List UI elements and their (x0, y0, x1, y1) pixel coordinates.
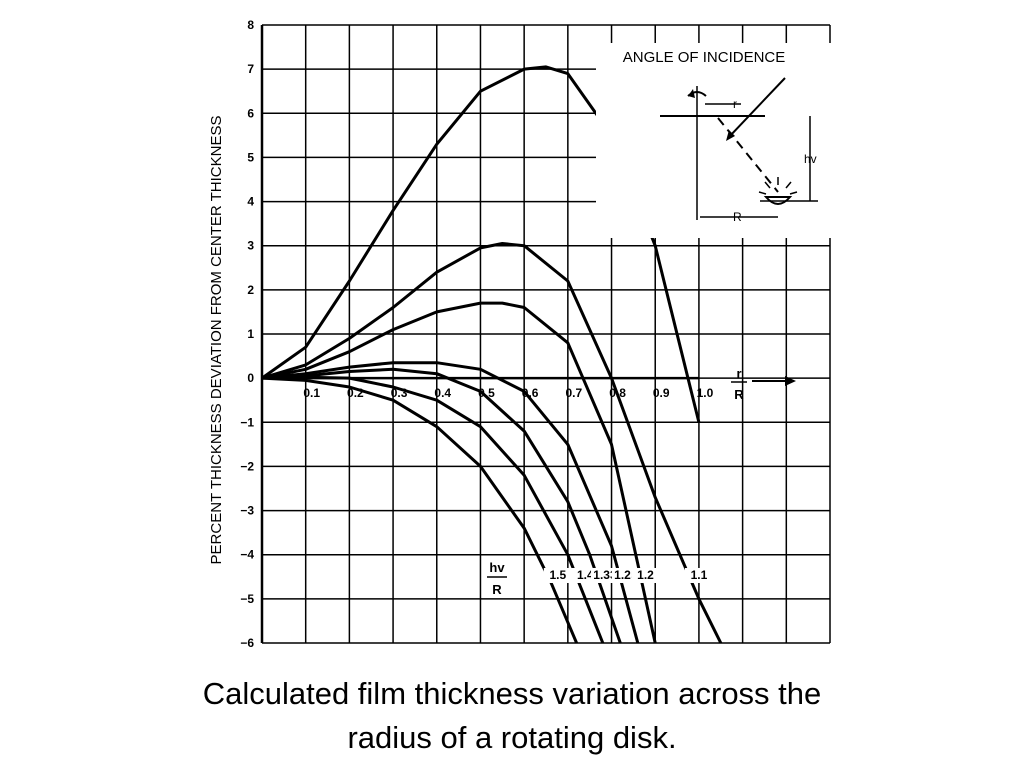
curve-series-6 (261, 242, 723, 644)
curve-label-bg (631, 567, 660, 583)
chart-figure: 8 7 6 5 4 3 2 1 0 −1 −2 −3 −4 −5 −6 0.1 0.2 0.3 0.4 0.5 0.6 0… (208, 18, 832, 650)
y-tick-label: 4 (247, 195, 254, 209)
x-tick-label: 0.2 (347, 386, 364, 400)
x-tick-label: 0.1 (303, 386, 320, 400)
caption-line-1: Calculated film thickness variation acro… (202, 676, 822, 711)
y-tick-label: −1 (240, 415, 254, 429)
x-axis-arrow-head (785, 376, 796, 386)
curve-series-3 (261, 367, 622, 644)
curve-series-5 (261, 301, 657, 644)
curve-key-label: hv R (487, 560, 507, 597)
x-tick-label: 0.4 (434, 386, 451, 400)
x-tick-label: 0.6 (522, 386, 539, 400)
inset-R-label: R (733, 210, 742, 224)
curve-label-bg (543, 567, 572, 583)
y-tick-label: 6 (247, 106, 254, 120)
figure-caption: Calculated film thickness variation acro… (112, 672, 912, 760)
y-tick-label: 7 (247, 62, 254, 76)
y-tick-label: −3 (240, 504, 254, 518)
curve-label: 1.1 (691, 568, 708, 582)
curve-series-4 (261, 361, 640, 644)
curve-key-denominator: R (492, 582, 502, 597)
y-tick-label: −6 (240, 636, 254, 650)
inset-hv-label: hv (804, 152, 817, 166)
curve-label: 1.5 (550, 568, 567, 582)
x-tick-label: 0.5 (478, 386, 495, 400)
inset-background (596, 43, 832, 238)
x-tick-label: 0.8 (609, 386, 626, 400)
x-axis-label-numerator: r (736, 366, 741, 381)
vapor-lines (758, 177, 798, 195)
y-tick-label: −4 (240, 548, 254, 562)
inset-r-label: r (733, 97, 737, 111)
y-tick-label: 2 (247, 283, 254, 297)
incidence-arrow-line (728, 77, 786, 138)
incidence-arrow-head (726, 130, 735, 141)
y-axis-label: PERCENT THICKNESS DEVIATION FROM CENTER … (208, 116, 225, 565)
curve-key-numerator: hv (489, 560, 505, 575)
inset-title: ANGLE OF INCIDENCE (623, 49, 786, 66)
x-tick-label: 0.7 (566, 386, 583, 400)
curve-label: 1.4 (577, 568, 594, 582)
y-tick-label: 0 (247, 371, 254, 385)
curve-series-2 (261, 375, 605, 644)
curve-label: 1.33 (593, 568, 617, 582)
rotation-arrow-head (688, 89, 695, 98)
x-tick-label: 0.3 (391, 386, 408, 400)
evaporation-source-icon (763, 196, 793, 205)
curve-label: 1.2 (637, 568, 654, 582)
curve-label-bg (684, 567, 713, 583)
angle-of-incidence-inset: ANGLE OF INCIDENCE r hv R (596, 43, 832, 238)
curve-series-1 (261, 376, 578, 644)
y-tick-label: 1 (247, 327, 254, 341)
x-tick-label: 0.9 (653, 386, 670, 400)
y-tick-label: 5 (247, 150, 254, 164)
x-tick-label: 1.0 (697, 386, 714, 400)
x-axis-ratio-label: r R (731, 366, 747, 402)
y-tick-label: 3 (247, 239, 254, 253)
x-axis-label-denominator: R (734, 387, 744, 402)
y-tick-label: 8 (247, 18, 254, 32)
y-tick-label: −2 (240, 459, 254, 473)
incidence-ray (717, 117, 779, 193)
y-tick-label: −5 (240, 592, 254, 606)
x-axis-arrow (752, 376, 796, 386)
chart-labels: 8 7 6 5 4 3 2 1 0 −1 −2 −3 −4 −5 −6 0.1 0.2 0.3 0.4 0.5 0.6 0… (240, 18, 713, 650)
caption-line-2: radius of a rotating disk. (347, 720, 677, 755)
